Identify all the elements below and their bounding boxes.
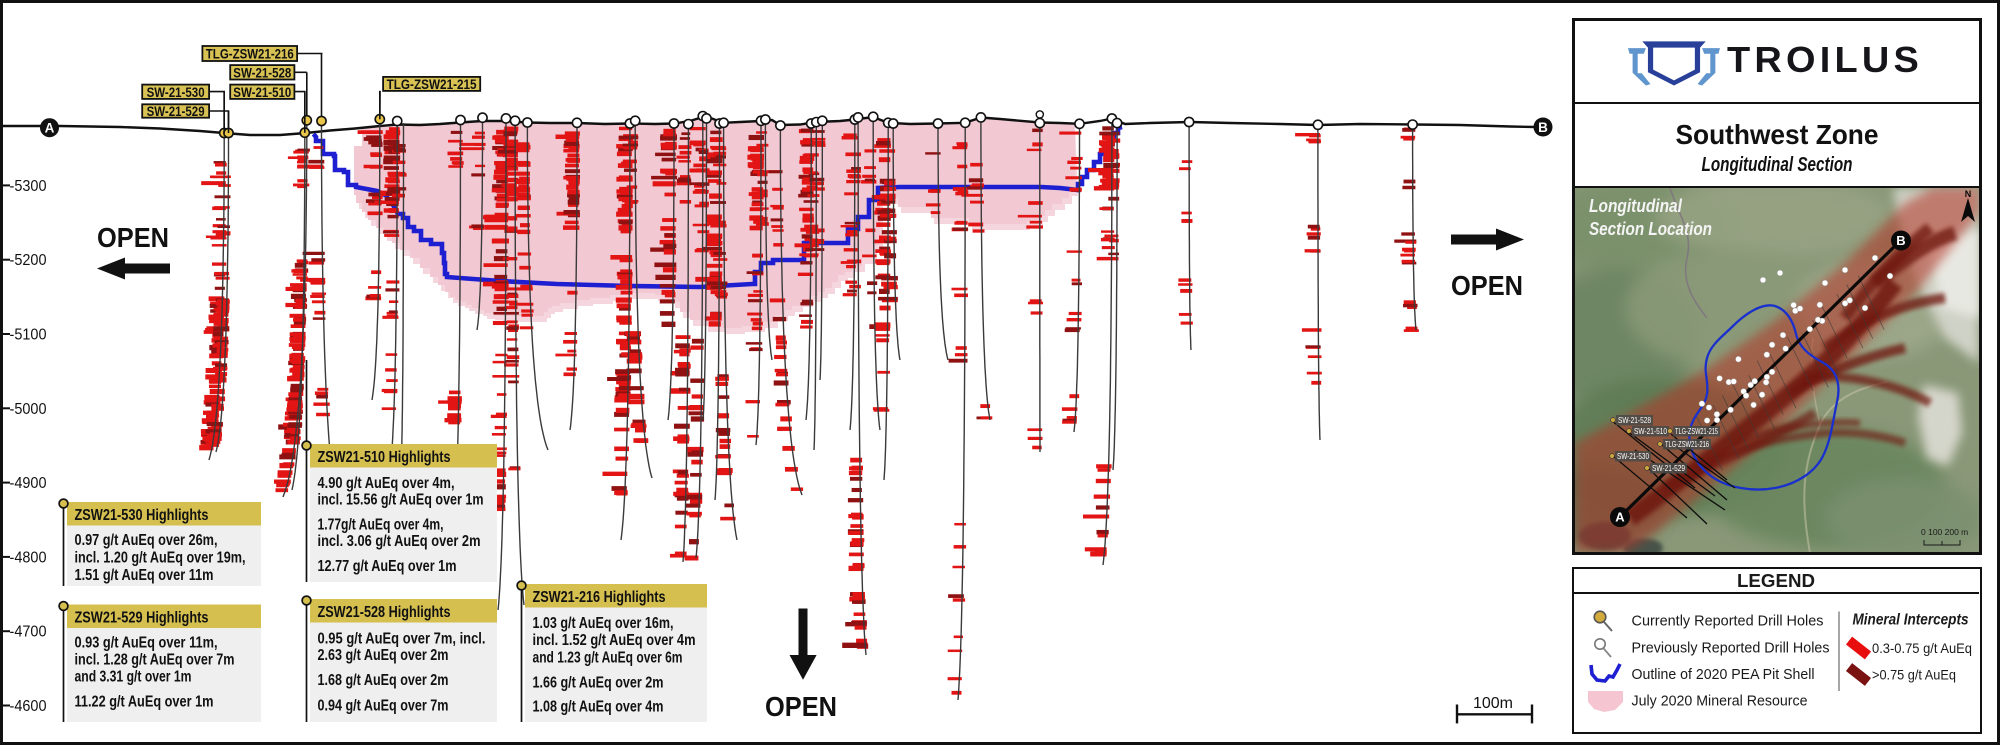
svg-text:Currently Reported Drill Holes: Currently Reported Drill Holes bbox=[1631, 613, 1823, 629]
svg-text:LEGEND: LEGEND bbox=[1737, 570, 1815, 591]
svg-text:SW-21-530: SW-21-530 bbox=[147, 84, 205, 100]
svg-text:Southwest Zone: Southwest Zone bbox=[1676, 119, 1879, 150]
svg-text:100m: 100m bbox=[1473, 695, 1513, 712]
svg-text:1.51 g/t AuEq over 11m: 1.51 g/t AuEq over 11m bbox=[75, 567, 214, 584]
svg-text:incl. 15.56 g/t AuEq over 1m: incl. 15.56 g/t AuEq over 1m bbox=[318, 492, 484, 509]
svg-text:incl. 1.20 g/t AuEq over 19m,: incl. 1.20 g/t AuEq over 19m, bbox=[75, 549, 246, 566]
svg-text:ZSW21-216 Highlights: ZSW21-216 Highlights bbox=[533, 589, 666, 606]
svg-text:B: B bbox=[1538, 120, 1548, 135]
svg-text:1.03 g/t AuEq over 16m,: 1.03 g/t AuEq over 16m, bbox=[533, 615, 674, 632]
svg-text:SW-21-530: SW-21-530 bbox=[1617, 451, 1649, 461]
svg-text:incl. 1.52 g/t AuEq over 4m: incl. 1.52 g/t AuEq over 4m bbox=[533, 632, 696, 649]
svg-text:A: A bbox=[45, 121, 55, 136]
svg-text:Mineral Intercepts: Mineral Intercepts bbox=[1852, 611, 1968, 628]
svg-text:Outline of 2020 PEA Pit Shell: Outline of 2020 PEA Pit Shell bbox=[1631, 667, 1814, 683]
svg-text:incl. 1.28 g/t AuEq over 7m: incl. 1.28 g/t AuEq over 7m bbox=[75, 651, 235, 668]
svg-text:A: A bbox=[1615, 510, 1625, 525]
svg-text:1.77g/t AuEq over 4m,: 1.77g/t AuEq over 4m, bbox=[318, 516, 444, 533]
svg-text:Longitudinal: Longitudinal bbox=[1589, 195, 1683, 216]
svg-text:SW-21-510: SW-21-510 bbox=[1634, 426, 1667, 436]
svg-text:Section Location: Section Location bbox=[1589, 218, 1712, 239]
svg-text:TLG-ZSW21-215: TLG-ZSW21-215 bbox=[387, 76, 477, 92]
svg-text:TLG-ZSW21-216: TLG-ZSW21-216 bbox=[1665, 439, 1709, 449]
svg-text:ZSW21-530 Highlights: ZSW21-530 Highlights bbox=[75, 507, 209, 524]
svg-text:0 100 200 m: 0 100 200 m bbox=[1921, 527, 1968, 537]
svg-text:>0.75 g/t AuEq: >0.75 g/t AuEq bbox=[1872, 666, 1956, 682]
svg-text:11.22 g/t AuEq over 1m: 11.22 g/t AuEq over 1m bbox=[75, 694, 214, 711]
svg-text:12.77 g/t AuEq over 1m: 12.77 g/t AuEq over 1m bbox=[318, 558, 457, 575]
svg-text:ZSW21-510 Highlights: ZSW21-510 Highlights bbox=[318, 449, 451, 466]
svg-text:-5200: -5200 bbox=[10, 252, 47, 269]
svg-text:and 1.23 g/t AuEq over 6m: and 1.23 g/t AuEq over 6m bbox=[533, 650, 683, 667]
svg-text:SW-21-529: SW-21-529 bbox=[1652, 463, 1685, 473]
svg-text:0.97 g/t AuEq over 26m,: 0.97 g/t AuEq over 26m, bbox=[75, 532, 218, 549]
svg-text:B: B bbox=[1896, 233, 1905, 248]
svg-text:2.63 g/t AuEq over 2m: 2.63 g/t AuEq over 2m bbox=[318, 647, 449, 664]
svg-text:Longitudinal Section: Longitudinal Section bbox=[1702, 154, 1853, 176]
svg-text:-4600: -4600 bbox=[10, 698, 47, 715]
svg-text:1.68 g/t AuEq over 2m: 1.68 g/t AuEq over 2m bbox=[318, 672, 449, 689]
svg-text:-5300: -5300 bbox=[10, 178, 47, 195]
svg-text:OPEN: OPEN bbox=[1451, 270, 1523, 301]
svg-text:N: N bbox=[1965, 189, 1972, 199]
svg-text:-4700: -4700 bbox=[10, 624, 47, 641]
svg-text:TROILUS: TROILUS bbox=[1727, 39, 1923, 79]
svg-text:OPEN: OPEN bbox=[97, 222, 169, 253]
svg-text:0.94 g/t AuEq over 7m: 0.94 g/t AuEq over 7m bbox=[318, 697, 449, 714]
svg-text:July 2020 Mineral Resource: July 2020 Mineral Resource bbox=[1631, 693, 1807, 709]
svg-text:ZSW21-528 Highlights: ZSW21-528 Highlights bbox=[318, 604, 451, 621]
svg-text:1.08 g/t AuEq over 4m: 1.08 g/t AuEq over 4m bbox=[533, 699, 664, 716]
svg-text:SW-21-510: SW-21-510 bbox=[233, 84, 291, 100]
svg-text:-5100: -5100 bbox=[10, 327, 47, 344]
svg-text:SW-21-528: SW-21-528 bbox=[233, 64, 291, 80]
svg-text:Previously Reported Drill Hole: Previously Reported Drill Holes bbox=[1631, 640, 1829, 656]
svg-text:incl. 3.06 g/t AuEq over 2m: incl. 3.06 g/t AuEq over 2m bbox=[318, 533, 481, 550]
svg-text:1.66 g/t AuEq over 2m: 1.66 g/t AuEq over 2m bbox=[533, 675, 664, 692]
svg-text:TLG-ZSW21-215: TLG-ZSW21-215 bbox=[1675, 426, 1718, 436]
svg-text:0.95 g/t AuEq over 7m, incl.: 0.95 g/t AuEq over 7m, incl. bbox=[318, 630, 486, 647]
svg-text:TLG-ZSW21-216: TLG-ZSW21-216 bbox=[206, 46, 294, 62]
svg-text:-5000: -5000 bbox=[10, 401, 47, 418]
svg-text:ZSW21-529 Highlights: ZSW21-529 Highlights bbox=[75, 610, 209, 627]
svg-text:0.3-0.75 g/t AuEq: 0.3-0.75 g/t AuEq bbox=[1872, 640, 1972, 656]
svg-text:and 3.31 g/t over 1m: and 3.31 g/t over 1m bbox=[75, 668, 192, 685]
svg-text:-4900: -4900 bbox=[10, 475, 47, 492]
svg-text:SW-21-528: SW-21-528 bbox=[1618, 415, 1651, 425]
svg-text:0.93 g/t AuEq over 11m,: 0.93 g/t AuEq over 11m, bbox=[75, 635, 218, 652]
svg-text:SW-21-529: SW-21-529 bbox=[147, 103, 205, 119]
svg-text:4.90 g/t AuEq over 4m,: 4.90 g/t AuEq over 4m, bbox=[318, 475, 455, 492]
svg-text:-4800: -4800 bbox=[10, 549, 47, 566]
svg-text:OPEN: OPEN bbox=[765, 691, 837, 722]
